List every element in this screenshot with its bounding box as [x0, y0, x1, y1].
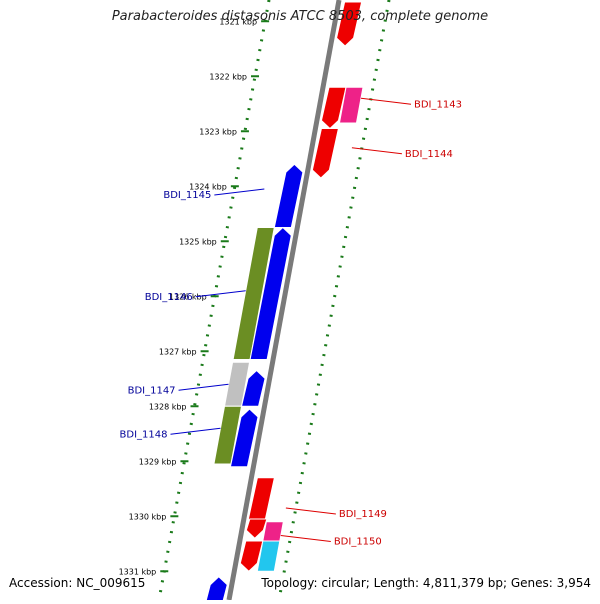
tick-label: 1328 kbp [149, 402, 187, 411]
gene-forward-3 [311, 128, 340, 179]
gene-forward-1 [320, 86, 347, 130]
gene-reverse-10 [229, 408, 259, 468]
feature-label-line [195, 290, 246, 298]
feature-label: BDI_1148 [120, 429, 168, 440]
gene-forward-14 [239, 540, 264, 572]
feature-label-line [360, 97, 412, 105]
tick-label: 1329 kbp [139, 457, 177, 466]
feature-label: BDI_1145 [163, 190, 211, 201]
feature-label-line [170, 427, 221, 435]
tick-label: 1323 kbp [199, 127, 237, 136]
tick-track-forward [277, 0, 391, 601]
tick-label: 1327 kbp [159, 347, 197, 356]
feature-label: BDI_1144 [405, 149, 453, 160]
gene-reverse-5 [232, 227, 275, 360]
feature-label-line [214, 188, 265, 196]
feature-label: BDI_1147 [128, 385, 176, 396]
gene-forward-2 [338, 86, 364, 124]
gene-reverse-9 [213, 405, 243, 465]
gene-forward-0 [336, 1, 363, 47]
tick-label: 1330 kbp [129, 512, 167, 521]
tick-label: 1326 kbp [169, 292, 207, 301]
tick-label: 1324 kbp [189, 182, 227, 191]
tick-label: 1325 kbp [179, 237, 217, 246]
gene-reverse-8 [240, 369, 266, 407]
feature-label-line [285, 507, 336, 515]
genome-backbone [226, 0, 342, 601]
tick-label: 1331 kbp [119, 567, 157, 576]
feature-label: BDI_1146 [145, 292, 193, 303]
gene-forward-15 [256, 540, 281, 572]
feature-label: BDI_1143 [414, 99, 462, 110]
accession-text: Accession: NC_009615 [6, 576, 149, 590]
topology-text: Topology: circular; Length: 4,811,379 bp… [258, 576, 594, 590]
gene-reverse-16 [204, 576, 228, 604]
feature-label-line [351, 147, 402, 155]
gene-reverse-6 [249, 226, 292, 360]
tick-label: 1322 kbp [209, 72, 247, 81]
tick-track-reverse [157, 0, 271, 601]
map-title: Parabacteroides distasonis ATCC 8503, co… [111, 9, 489, 24]
tick-label: 1321 kbp [219, 17, 257, 26]
gene-forward-12 [245, 518, 268, 539]
feature-label-line [178, 383, 229, 391]
gene-forward-13 [262, 521, 284, 542]
feature-label-line [280, 535, 331, 542]
feature-label: BDI_1150 [334, 537, 382, 548]
feature-label: BDI_1149 [339, 509, 387, 520]
